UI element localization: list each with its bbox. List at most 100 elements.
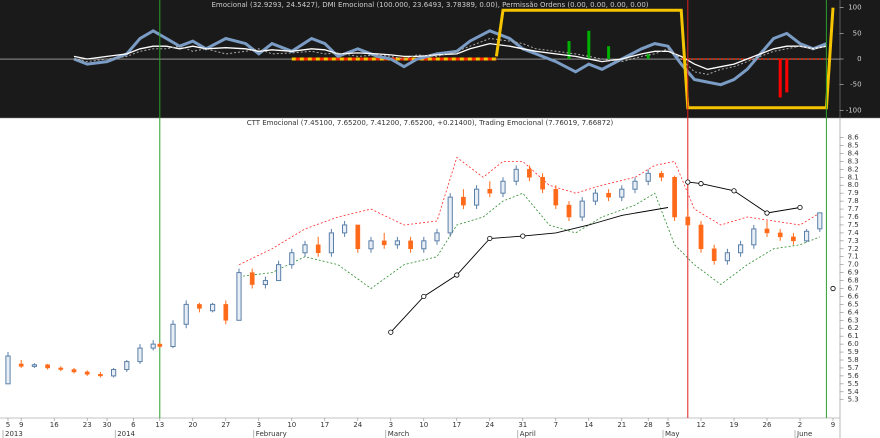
- candle-body: [461, 196, 466, 206]
- y-tick-label: 8.1: [848, 173, 859, 181]
- candle-body: [791, 236, 796, 242]
- x-tick-label: 31: [518, 421, 527, 429]
- candle-body: [302, 244, 308, 254]
- x-tick-label: 20: [188, 421, 197, 429]
- y-tick-label: 8.2: [848, 165, 859, 173]
- y-tick-label: 8.6: [848, 134, 860, 142]
- candle-body: [421, 240, 427, 250]
- signal-bar: [778, 59, 782, 98]
- signal-bar: [646, 53, 650, 60]
- candle-body: [659, 173, 664, 178]
- trading-point: [421, 293, 427, 300]
- candle-body: [381, 240, 387, 246]
- candle-body: [434, 232, 440, 242]
- indicator-title: Emocional (32.9293, 24.5427), DMI Emocio…: [211, 1, 648, 9]
- candle-body: [157, 343, 163, 347]
- candle-body: [262, 280, 268, 286]
- x-tick-label: 5: [6, 421, 10, 429]
- x-tick-label: 7: [554, 421, 558, 429]
- x-tick-label: 10: [419, 421, 428, 429]
- y-tick-label: 8.0: [848, 181, 859, 189]
- trading-point: [520, 233, 526, 239]
- y-tick-label: 6.3: [848, 316, 859, 324]
- x-tick-label: 2: [798, 421, 802, 429]
- x-tick-label: 28: [644, 421, 653, 429]
- y-tick-label: 5.5: [848, 380, 859, 388]
- y-tick-label: 7.2: [848, 245, 859, 253]
- candle-body: [474, 188, 480, 206]
- x-tick-label: 16: [50, 421, 59, 429]
- candle-body: [553, 188, 559, 206]
- signal-bar: [567, 41, 571, 60]
- band-line: [238, 156, 821, 266]
- candle-body: [408, 240, 413, 250]
- candle-body: [150, 343, 156, 349]
- y-tick-label: -50: [850, 81, 861, 89]
- signal-bar: [785, 59, 789, 93]
- y-tick-label: 8.4: [848, 149, 860, 157]
- candle-body: [500, 180, 506, 194]
- band-line: [238, 192, 820, 289]
- x-tick-label: 27: [221, 421, 230, 429]
- month-label: May: [665, 430, 679, 438]
- candle-body: [540, 177, 545, 190]
- y-tick-label: 6.9: [848, 269, 859, 277]
- trading-point: [764, 210, 770, 216]
- trading-point: [731, 188, 737, 194]
- candle-body: [328, 232, 334, 254]
- candle-body: [711, 248, 717, 261]
- candle-body: [210, 303, 216, 312]
- x-tick-label: 26: [763, 421, 772, 429]
- candle-body: [289, 252, 295, 266]
- y-tick-label: 5.7: [848, 364, 859, 372]
- y-tick-label: 5.4: [848, 388, 860, 396]
- y-tick-label: -100: [846, 106, 862, 114]
- y-tick-label: 6.1: [848, 332, 859, 340]
- candle-body: [31, 364, 37, 367]
- x-tick-label: 24: [353, 421, 362, 429]
- x-tick-label: 14: [584, 421, 593, 429]
- y-tick-label: 5.8: [848, 356, 859, 364]
- trading-point: [454, 272, 460, 278]
- y-tick-label: 5.6: [848, 372, 860, 380]
- y-tick-label: 7.1: [848, 253, 859, 261]
- candle-body: [368, 240, 374, 250]
- candle-body: [447, 196, 453, 234]
- trading-point: [487, 235, 493, 242]
- y-tick-label: 6.2: [848, 324, 859, 332]
- candle-body: [487, 188, 493, 194]
- x-tick-label: 3: [389, 421, 393, 429]
- candle-body: [751, 228, 757, 246]
- y-tick-label: 8.3: [848, 157, 859, 165]
- candle-body: [58, 367, 64, 370]
- x-tick-label: 17: [320, 421, 329, 429]
- candle-body: [724, 252, 730, 262]
- y-tick-label: 7.4: [848, 229, 860, 237]
- candle-body: [137, 347, 143, 363]
- x-tick-label: 9: [19, 421, 23, 429]
- x-tick-label: 21: [617, 421, 626, 429]
- x-tick-label: 9: [831, 421, 835, 429]
- candle-body: [632, 180, 638, 190]
- trading-point: [388, 329, 394, 335]
- candle-body: [124, 361, 130, 371]
- x-tick-label: 30: [103, 421, 112, 429]
- x-tick-label: 24: [485, 421, 494, 429]
- x-tick-label: 19: [730, 421, 739, 429]
- candle-body: [513, 168, 519, 182]
- y-tick-label: 7.6: [848, 213, 860, 221]
- candle-body: [183, 303, 189, 325]
- y-tick-label: 6.8: [848, 277, 859, 285]
- candle-body: [342, 224, 348, 234]
- month-label: February: [256, 430, 287, 438]
- candle-body: [223, 304, 229, 321]
- x-tick-label: 23: [83, 421, 92, 429]
- y-tick-label: 6.4: [848, 308, 860, 316]
- y-tick-label: 5.3: [848, 396, 859, 404]
- candle-body: [738, 244, 744, 254]
- trading-point: [797, 204, 803, 211]
- candle-body: [170, 323, 176, 347]
- candle-body: [527, 169, 532, 178]
- y-tick-label: 7.3: [848, 237, 859, 245]
- y-tick-label: 8.5: [848, 142, 859, 150]
